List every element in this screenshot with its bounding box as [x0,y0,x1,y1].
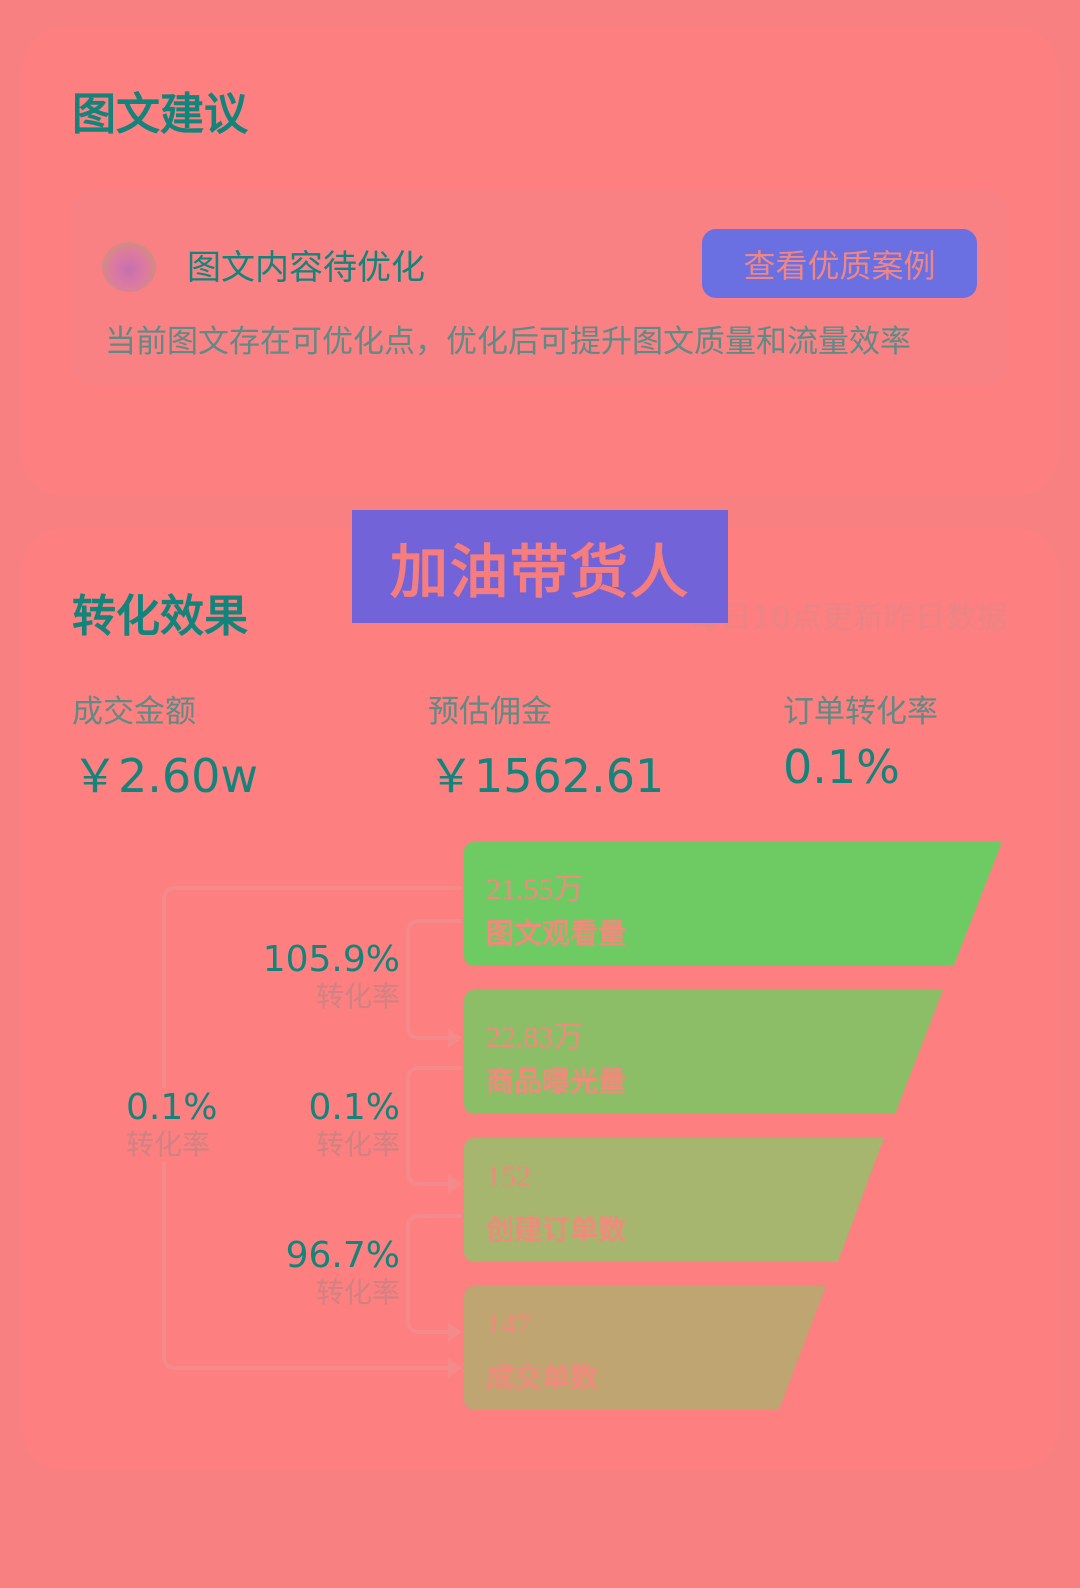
rate-label: 转化率 [315,980,400,1013]
arrow-icon [448,1028,462,1048]
rate-value: 96.7% [285,1235,400,1276]
connector [406,1066,462,1186]
stage-value: 147 [486,1308,531,1341]
metric-label: 成交金额 [72,694,196,730]
stage-value: 21.55万 [486,873,584,906]
stage-label: 成交单数 [486,1361,599,1394]
overlay-banner: 加油带货人 [352,510,728,623]
funnel-stage-orders-completed: 147 成交单数 [464,1286,826,1410]
stage-label: 创建订单数 [486,1213,627,1246]
rate-value: 0.1% [126,1087,218,1128]
stage-label: 商品曝光量 [486,1065,627,1098]
funnel-stage-orders-created: 152 创建订单数 [464,1138,884,1262]
sad-face-icon [102,242,156,292]
stage-value: 22.83万 [486,1021,584,1054]
metric-label: 订单转化率 [783,694,938,730]
funnel-stage-views: 21.55万 图文观看量 [464,842,1002,966]
status-title: 图文内容待优化 [187,248,425,288]
stage-label: 图文观看量 [486,917,627,950]
arrow-icon [448,1174,462,1194]
update-note: 每日10点更新昨日数据 [689,600,1008,636]
metric-value: ￥2.60w [72,749,259,803]
rate-overall: 0.1% 转化率 [126,1087,218,1162]
metric-value: ￥1562.61 [428,749,665,803]
rate-order-to-deal: 96.7% 转化率 [286,1236,400,1310]
suggestion-description: 当前图文存在可优化点，优化后可提升图文质量和流量效率 [105,324,911,360]
metric-label: 预估佣金 [428,694,552,730]
stage-value: 152 [486,1160,531,1193]
rate-label: 转化率 [315,1276,400,1309]
suggestion-title: 图文建议 [72,89,248,140]
metric-value: 0.1% [783,740,900,794]
rate-label: 转化率 [315,1128,400,1161]
connector [406,1214,462,1334]
funnel-stage-exposure: 22.83万 商品曝光量 [464,990,943,1114]
conversion-title: 转化效果 [72,591,248,642]
connector [406,919,462,1040]
rate-label: 转化率 [126,1128,211,1161]
rate-value: 0.1% [308,1087,400,1128]
arrow-icon [448,1322,462,1342]
view-quality-cases-button[interactable]: 查看优质案例 [702,229,977,298]
rate-value: 105.9% [262,939,400,980]
rate-exposure-to-order: 0.1% 转化率 [309,1088,400,1162]
rate-views-to-exposure: 105.9% 转化率 [263,940,400,1014]
arrow-icon [448,1358,462,1378]
